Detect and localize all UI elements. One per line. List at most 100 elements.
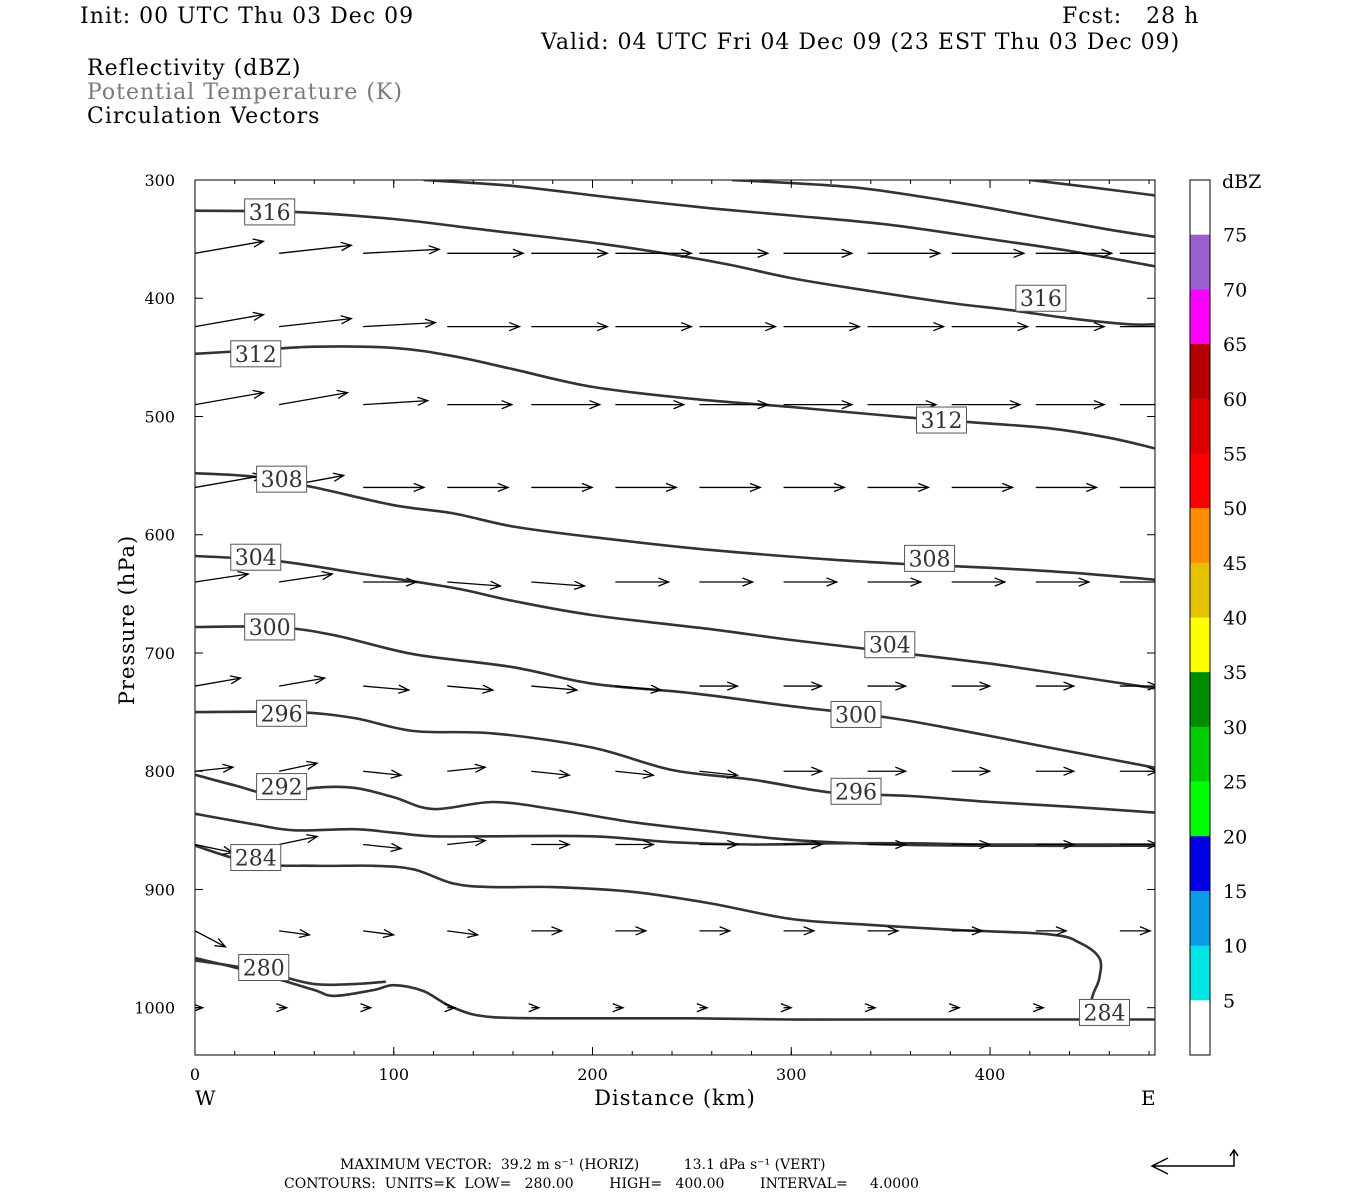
- circulation-vector: [195, 389, 266, 406]
- y-tick-label: 300: [144, 171, 175, 190]
- circulation-vector: [1035, 248, 1114, 258]
- contour-label: 304: [230, 543, 282, 571]
- circulation-vector: [278, 675, 327, 687]
- circulation-vector: [951, 399, 1022, 410]
- theta-contour-line: [195, 209, 1155, 326]
- colorbar-title: dBZ: [1222, 171, 1261, 193]
- theta-contour-line: [195, 471, 1155, 581]
- theta-contour-line: [195, 710, 1155, 814]
- x-tick-label: 400: [975, 1065, 1006, 1084]
- theta-contour-line: [195, 956, 1155, 1021]
- circulation-vector: [951, 577, 1007, 587]
- colorbar-swatch: [1190, 453, 1210, 509]
- circulation-vector: [615, 839, 656, 850]
- contour-label: 296: [256, 699, 308, 727]
- colorbar-swatch: [1190, 726, 1210, 783]
- circulation-vector: [447, 928, 480, 939]
- contour-label: 308: [904, 544, 956, 572]
- theta-contour-line: [195, 554, 1155, 690]
- circulation-vector: [1119, 325, 1155, 328]
- y-tick-label: 400: [144, 289, 175, 308]
- svg-text:300: 300: [249, 616, 291, 641]
- colorbar-swatch: [1190, 672, 1210, 728]
- svg-text:284: 284: [1083, 1001, 1125, 1026]
- circulation-vector: [1204, 578, 1257, 586]
- y-tick-label: 500: [144, 407, 175, 426]
- axis-ticks: 300 400 500 600 700 800 900 1000 0 100 200 300 400: [134, 171, 1155, 1084]
- contour-labels: 316 316 312 312 308 308 304 304 300 300 296 296 292 2…: [230, 198, 1130, 1026]
- circulation-vector: [1035, 399, 1106, 410]
- circulation-vector: [531, 769, 572, 779]
- x-end-label-east: E: [1141, 1086, 1156, 1110]
- circulation-vector: [447, 248, 525, 258]
- circulation-vector: [699, 482, 762, 493]
- svg-text:316: 316: [1020, 287, 1062, 312]
- y-tick-label: 800: [144, 762, 175, 781]
- y-tick-label: 600: [144, 526, 175, 545]
- circulation-vector: [615, 482, 678, 493]
- contour-info-note: CONTOURS: UNITS=K LOW= 280.00 HIGH= 400.…: [284, 1176, 919, 1192]
- circulation-vector: [867, 839, 908, 850]
- circulation-vector: [444, 1003, 457, 1013]
- x-tick-label: 200: [577, 1065, 608, 1084]
- circulation-vector: [696, 1003, 709, 1013]
- colorbar-swatch: [1190, 890, 1210, 947]
- circulation-vector: [1035, 926, 1068, 936]
- circulation-vector: [363, 482, 426, 493]
- circulation-vector: [363, 842, 403, 853]
- circulation-vector: [279, 241, 354, 254]
- circulation-vector: [447, 482, 510, 493]
- colorbar-label: 75: [1223, 225, 1247, 247]
- contour-label: 316: [1015, 284, 1067, 312]
- y-tick-label: 1000: [134, 999, 175, 1018]
- circulation-vector: [1035, 482, 1099, 493]
- circulation-vector: [951, 321, 1030, 332]
- circulation-vector: [783, 839, 824, 850]
- circulation-vector: [1035, 577, 1091, 587]
- circulation-vector: [1204, 323, 1265, 331]
- circulation-vector: [612, 1003, 625, 1013]
- circulation-vector: [864, 1003, 877, 1013]
- circulation-vector: [951, 248, 1026, 258]
- circulation-vector: [195, 238, 266, 254]
- circulation-vector: [951, 926, 984, 936]
- circulation-vector: [951, 766, 992, 776]
- colorbar-swatch: [1190, 781, 1210, 837]
- circulation-vector: [1035, 839, 1076, 850]
- colorbar-label: 55: [1223, 443, 1247, 465]
- theta-contour-line: [195, 812, 1155, 846]
- valid-time: Valid: 04 UTC Fri 04 Dec 09 (23 EST Thu …: [541, 30, 1181, 55]
- circulation-vector: [867, 482, 931, 493]
- circulation-vector: [276, 1003, 289, 1013]
- theta-contour-line: [195, 345, 1155, 450]
- colorbar-label: 25: [1223, 772, 1247, 794]
- contour-label: 284: [230, 844, 282, 872]
- circulation-vector: [783, 482, 847, 493]
- circulation-vector: [447, 836, 487, 847]
- circulation-vector: [615, 926, 648, 936]
- x-tick-label: 0: [190, 1065, 200, 1084]
- circulation-vector: [783, 766, 824, 776]
- circulation-vector: [531, 839, 572, 850]
- circulation-vector: [1119, 578, 1155, 586]
- dbz-colorbar: 5 10 15 20 25 30 35 40 45 50 55 60 65 70 75: [1189, 179, 1247, 1056]
- circulation-vector: [531, 248, 610, 258]
- circulation-vector: [363, 577, 419, 587]
- field-theta: Potential Temperature (K): [87, 80, 403, 105]
- colorbar-swatch: [1190, 1000, 1210, 1056]
- x-end-label-west: W: [195, 1086, 216, 1110]
- circulation-vector: [783, 926, 816, 936]
- circulation-vector: [783, 577, 839, 587]
- svg-text:280: 280: [243, 957, 285, 982]
- colorbar-swatch: [1190, 617, 1210, 673]
- circulation-vector: [783, 248, 854, 258]
- svg-text:308: 308: [909, 547, 951, 572]
- circulation-vector: [531, 321, 610, 332]
- circulation-vector: [1035, 321, 1106, 332]
- circulation-vector: [278, 570, 335, 583]
- contour-label: 300: [830, 700, 882, 728]
- contour-label: 316: [244, 198, 296, 226]
- circulation-vector: [279, 315, 354, 328]
- circulation-vector: [615, 399, 686, 410]
